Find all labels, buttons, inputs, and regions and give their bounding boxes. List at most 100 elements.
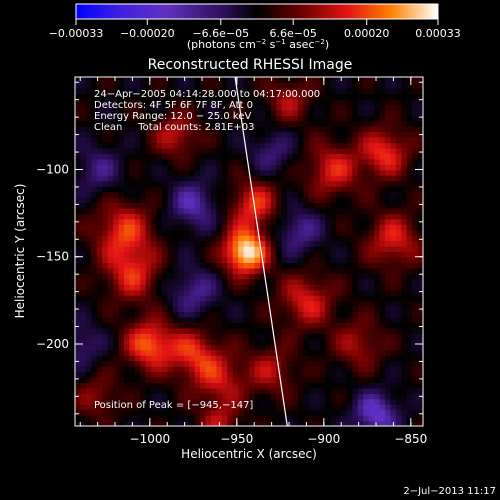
heatmap-cell <box>270 120 277 127</box>
heatmap-cell <box>308 131 315 138</box>
heatmap-cell <box>123 349 130 356</box>
heatmap-cell <box>85 415 92 422</box>
heatmap-cell <box>102 82 109 89</box>
heatmap-cell <box>265 196 272 204</box>
heatmap-cell <box>118 376 125 383</box>
heatmap-cell <box>417 338 423 345</box>
heatmap-cell <box>249 273 256 280</box>
heatmap-cell <box>232 360 239 367</box>
heatmap-cell <box>384 387 391 394</box>
heatmap-cell <box>221 382 228 389</box>
heatmap-cell <box>210 415 217 422</box>
heatmap-cell <box>276 131 283 138</box>
heatmap-cell <box>346 316 353 323</box>
heatmap-cell <box>281 115 288 122</box>
heatmap-cell <box>178 278 185 285</box>
heatmap-cell <box>412 316 419 323</box>
heatmap-cell <box>379 355 386 362</box>
heatmap-cell <box>200 333 207 340</box>
heatmap-cell <box>374 333 381 340</box>
heatmap-cell <box>325 398 332 405</box>
heatmap-cell <box>363 104 370 111</box>
heatmap-cell <box>75 82 82 89</box>
heatmap-cell <box>140 202 147 209</box>
heatmap-cell <box>172 366 179 373</box>
heatmap-cell <box>390 235 397 242</box>
heatmap-cell <box>232 404 239 411</box>
heatmap-cell <box>183 284 190 291</box>
heatmap-cell <box>162 87 169 94</box>
heatmap-cell <box>254 147 261 154</box>
heatmap-cell <box>140 196 147 204</box>
heatmap-cell <box>297 87 304 94</box>
heatmap-cell <box>374 93 381 100</box>
heatmap-cell <box>352 153 359 160</box>
heatmap-cell <box>368 229 375 236</box>
heatmap-cell <box>308 420 315 426</box>
heatmap-cell <box>200 87 207 94</box>
heatmap-cell <box>227 311 234 318</box>
heatmap-cell <box>390 278 397 285</box>
heatmap-cell <box>390 316 397 323</box>
heatmap-cell <box>297 207 304 214</box>
heatmap-cell <box>325 322 332 329</box>
heatmap-cell <box>107 300 114 307</box>
heatmap-cell <box>85 366 92 373</box>
heatmap-cell <box>194 196 201 204</box>
heatmap-cell <box>167 327 174 334</box>
heatmap-cell <box>395 104 402 111</box>
heatmap-cell <box>151 278 158 285</box>
heatmap-cell <box>297 393 304 400</box>
heatmap-cell <box>325 235 332 242</box>
heatmap-cell <box>330 338 337 345</box>
heatmap-cell <box>379 104 386 111</box>
heatmap-cell <box>292 175 299 182</box>
heatmap-cell <box>352 316 359 323</box>
heatmap-cell <box>118 393 125 400</box>
heatmap-cell <box>346 131 353 138</box>
heatmap-cell <box>270 344 277 351</box>
heatmap-cell <box>216 98 223 105</box>
heatmap-cell <box>254 382 261 389</box>
heatmap-cell <box>297 273 304 280</box>
heatmap-cell <box>363 153 370 160</box>
heatmap-cell <box>134 131 141 138</box>
heatmap-cell <box>102 158 109 165</box>
heatmap-cell <box>91 136 98 144</box>
heatmap-cell <box>232 147 239 154</box>
heatmap-cell <box>156 262 163 269</box>
heatmap-cell <box>265 420 272 426</box>
heatmap-cell <box>113 349 120 356</box>
heatmap-cell <box>205 202 212 209</box>
heatmap-cell <box>374 256 381 263</box>
heatmap-cell <box>379 256 386 263</box>
heatmap-cell <box>178 415 185 422</box>
heatmap-cell <box>243 180 250 187</box>
heatmap-cell <box>156 115 163 122</box>
heatmap-cell <box>123 131 130 138</box>
heatmap-cell <box>259 246 266 253</box>
heatmap-cell <box>238 376 245 383</box>
heatmap-cell <box>276 147 283 154</box>
heatmap-cell <box>194 115 201 122</box>
heatmap-cell <box>200 284 207 291</box>
heatmap-cell <box>80 382 87 389</box>
heatmap-cell <box>319 229 326 236</box>
heatmap-cell <box>357 77 364 84</box>
heatmap-cell <box>249 213 256 220</box>
heatmap <box>75 77 423 426</box>
heatmap-cell <box>75 333 82 340</box>
heatmap-cell <box>162 322 169 329</box>
heatmap-cell <box>336 153 343 160</box>
heatmap-cell <box>336 371 343 378</box>
heatmap-cell <box>341 224 348 231</box>
heatmap-cell <box>374 218 381 225</box>
heatmap-cell <box>319 136 326 144</box>
heatmap-cell <box>194 404 201 411</box>
heatmap-cell <box>314 278 321 285</box>
heatmap-cell <box>374 120 381 127</box>
heatmap-cell <box>189 229 196 236</box>
heatmap-cell <box>352 382 359 389</box>
heatmap-cell <box>194 229 201 236</box>
heatmap-cell <box>281 246 288 253</box>
